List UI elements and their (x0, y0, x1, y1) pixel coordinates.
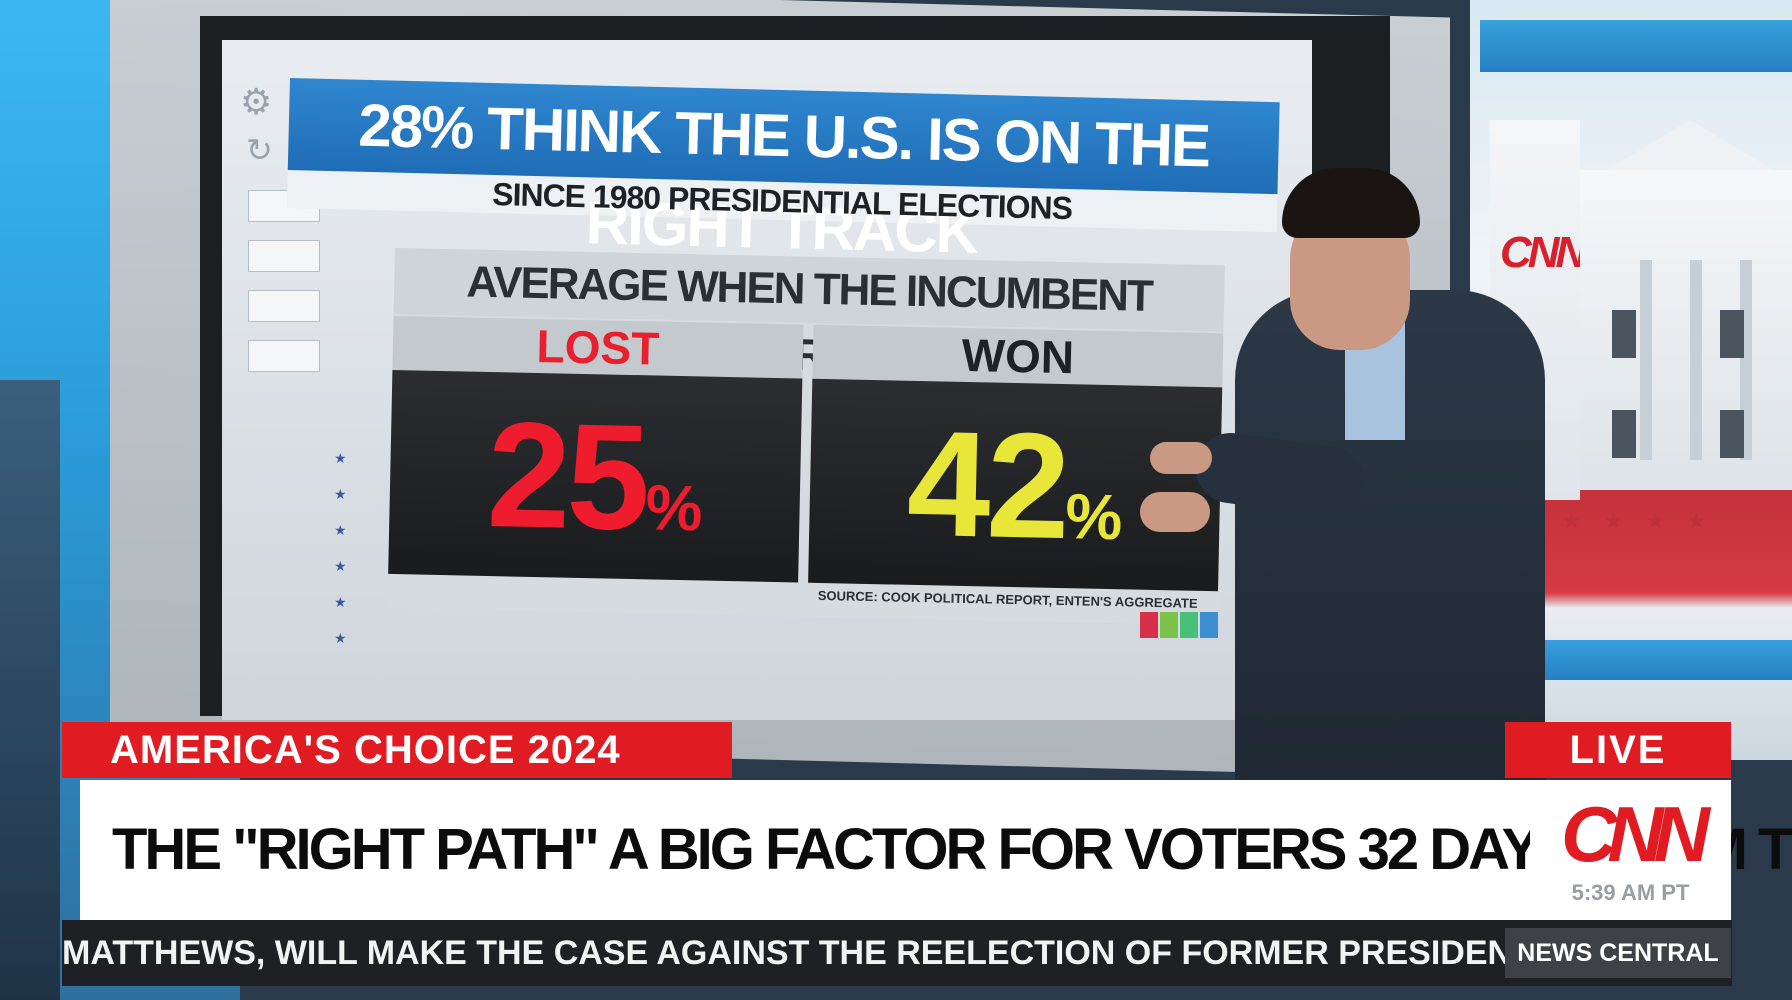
presenter-hair (1282, 168, 1420, 238)
cnn-logo: CNN (1561, 790, 1710, 878)
swatch (1180, 612, 1198, 638)
presenter-hand (1140, 492, 1210, 532)
ticker-text: MATTHEWS, WILL MAKE THE CASE AGAINST THE… (62, 934, 1564, 972)
lost-column-label: LOST (392, 315, 804, 379)
swatch (1200, 612, 1218, 638)
swatch (1160, 612, 1178, 638)
white-house-window (1612, 310, 1636, 358)
wall-color-swatches (1140, 612, 1220, 643)
wall-side-rail (248, 190, 334, 372)
gear-icon: ⚙ (240, 81, 273, 122)
lost-column-value: 25% (388, 369, 803, 583)
chyron-headline: THE "RIGHT PATH" A BIG FACTOR FOR VOTERS… (112, 817, 1792, 882)
ticker-label: NEWS CENTRAL (1505, 928, 1731, 978)
lost-percent-number: 25 (485, 390, 648, 562)
network-logo-box: CNN 5:39 AM PT (1530, 780, 1731, 920)
broadcast-clock: 5:39 AM PT (1571, 880, 1690, 905)
star-column-decoration: ★ ★ ★ ★ ★ ★ (334, 450, 347, 646)
won-percent-number: 42 (905, 398, 1068, 571)
won-percent-sign: % (1064, 480, 1124, 554)
white-house-window (1720, 310, 1744, 358)
won-column-label: WON (812, 324, 1224, 388)
refresh-icon: ↻ (246, 132, 273, 168)
live-badge: LIVE (1505, 722, 1731, 778)
wall-side-tab (248, 290, 320, 322)
white-house-column (1690, 260, 1702, 460)
wall-side-tab (248, 240, 320, 272)
wall-side-tab (248, 340, 320, 372)
comparison-panel: AVERAGE WHEN THE INCUMBENT PARTY LOST WO… (387, 248, 1225, 626)
white-house-window (1612, 410, 1636, 458)
chyron-headline-bar: THE "RIGHT PATH" A BIG FACTOR FOR VOTERS… (80, 780, 1792, 920)
program-tag-bar: AMERICA'S CHOICE 2024 (62, 722, 732, 778)
lost-percent-sign: % (644, 471, 704, 545)
background-cnn-logo: CNN (1500, 228, 1587, 277)
wall-headline-band: 28% THINK THE U.S. IS ON THE RIGHT TRACK… (286, 78, 1280, 266)
white-house-window (1720, 410, 1744, 458)
white-house-column (1640, 260, 1652, 460)
studio-blue-band (1480, 20, 1792, 72)
swatch (1140, 612, 1158, 638)
news-ticker: MATTHEWS, WILL MAKE THE CASE AGAINST THE… (62, 920, 1732, 986)
studio-wall-edge (0, 380, 60, 1000)
program-tag: AMERICA'S CHOICE 2024 (110, 728, 621, 772)
won-column-value: 42% (808, 378, 1223, 592)
star-row-decoration: ★★★★★ (1520, 508, 1729, 533)
presenter-hand (1150, 442, 1212, 474)
